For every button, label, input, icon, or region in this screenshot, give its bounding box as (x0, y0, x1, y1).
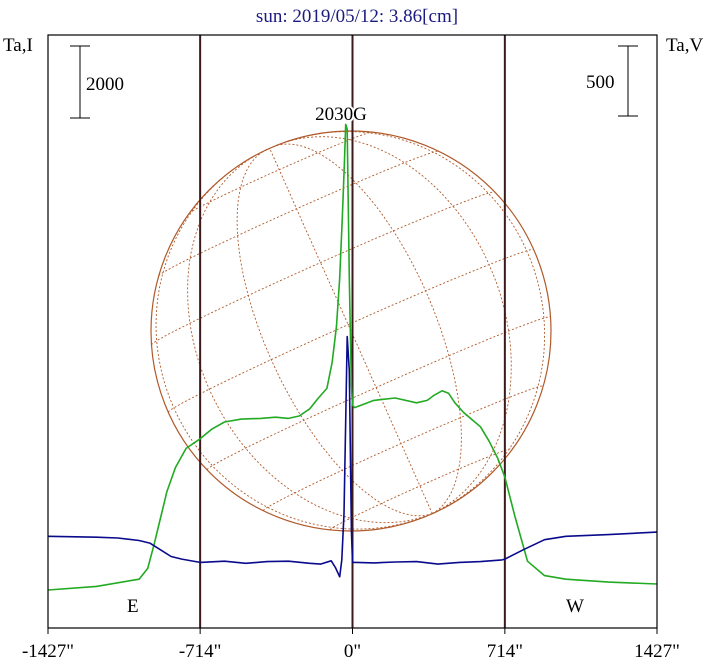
latitude-line (262, 385, 544, 511)
left-scale-bar-label: 2000 (86, 74, 124, 95)
right-scale-bar-label: 500 (586, 72, 615, 93)
series-layer (47, 123, 658, 591)
longitude-line (236, 147, 433, 517)
west-label: W (566, 596, 584, 617)
x-tick-label: 1427" (634, 641, 680, 662)
x-axis-ticks: -1427" -714" 0" 714" 1427" (22, 628, 680, 662)
right-scale-bar (618, 45, 638, 117)
longitude-line (269, 136, 512, 514)
left-axis-label: Ta,I (3, 35, 33, 56)
intensity-series-line (47, 123, 658, 591)
x-tick-label: -714" (179, 641, 222, 662)
longitude-line (155, 147, 433, 530)
polarization-series-line (47, 335, 658, 578)
longitude-line (269, 148, 433, 514)
x-tick-label: -1427" (22, 641, 74, 662)
peak-annotation: 2030G (315, 104, 367, 125)
latitude-line (206, 316, 551, 471)
east-label: E (127, 596, 139, 617)
limb-lines (199, 35, 506, 628)
x-tick-label: 0" (344, 641, 361, 662)
longitude-line (269, 131, 546, 515)
right-axis-label: Ta,V (666, 35, 703, 56)
longitude-line (269, 143, 462, 514)
longitude-line (187, 147, 433, 524)
latitude-line (329, 447, 514, 530)
chart-title: sun: 2019/05/12: 3.86[cm] (256, 6, 458, 27)
latitude-line (151, 191, 496, 346)
left-scale-bar (70, 45, 90, 119)
x-tick-label: 714" (487, 641, 523, 662)
latitude-line (167, 248, 534, 413)
